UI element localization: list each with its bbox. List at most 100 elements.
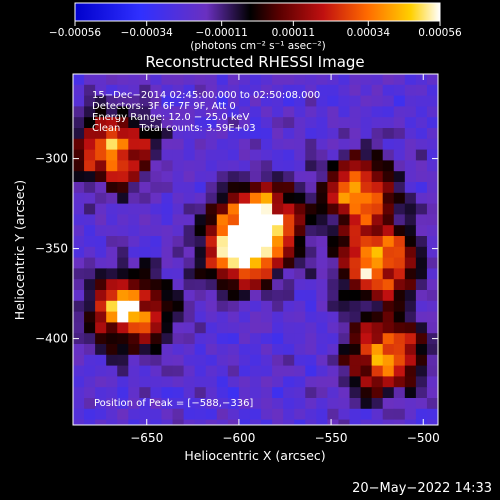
heatmap-cell [272,214,284,226]
heatmap-cell [305,344,317,356]
heatmap-cell [205,419,218,425]
heatmap-cell [172,387,185,399]
heatmap-cell [95,376,107,388]
heatmap-cell [216,106,229,118]
heatmap-cell [283,354,295,367]
heatmap-cell [415,279,428,291]
heatmap-cell [261,408,273,421]
heatmap-cell [305,268,317,280]
heatmap-cell [106,322,118,334]
heatmap-cell [117,246,129,259]
heatmap-cell [161,419,174,425]
heatmap-cell [238,387,251,399]
heatmap-cell [161,160,174,172]
heatmap-cell [327,171,340,183]
heatmap-cell [338,344,351,356]
heatmap-cell [294,300,306,313]
heatmap-cell [73,344,85,356]
heatmap-cell [150,322,163,334]
heatmap-cell [283,225,295,237]
heatmap-cell [272,203,284,215]
heatmap-cell [205,192,218,205]
heatmap-cell [294,268,306,280]
heatmap-cell [216,117,229,129]
heatmap-cell [261,365,273,377]
heatmap-cell [316,128,328,140]
heatmap-cell [183,192,196,205]
heatmap-cell [283,214,295,226]
heatmap-cell [382,354,395,367]
heatmap-cell [338,192,351,205]
heatmap-cell [382,322,395,334]
heatmap-cell [382,344,395,356]
heatmap-cell [415,300,428,313]
heatmap-cell [194,106,207,118]
heatmap-cell [249,398,262,410]
heatmap-cell [172,192,185,205]
heatmap-cell [415,236,428,248]
heatmap-cell [216,128,229,140]
heatmap-cell [216,376,229,388]
heatmap-cell [161,279,174,291]
heatmap-cell [84,171,96,183]
heatmap-cell [139,344,152,356]
heatmap-cell [205,333,218,345]
heatmap-cell [205,322,218,334]
info-clean-counts: Clean Total counts: 3.59E+03 [92,123,256,134]
heatmap-cell [294,376,306,388]
heatmap-cell [161,408,174,421]
heatmap-cell [183,268,196,280]
heatmap-cell [283,203,295,215]
heatmap-cell [349,344,362,356]
heatmap-cell [393,192,406,205]
heatmap-cell [106,311,118,323]
heatmap-cell [150,225,163,237]
heatmap-cell [73,95,85,107]
heatmap-cell [161,95,174,107]
heatmap-cell [106,354,118,367]
heatmap-cell [216,311,229,323]
heatmap-cell [106,246,118,259]
heatmap-cell [249,257,262,269]
heatmap-cell [249,279,262,291]
heatmap-cell [415,268,428,280]
heatmap-cell [371,354,384,367]
heatmap-cell [360,419,373,425]
heatmap-cell [426,117,438,129]
heatmap-cell [172,74,185,86]
heatmap-cell [294,398,306,410]
heatmap-cell [73,376,85,388]
heatmap-cell [128,344,140,356]
heatmap-cell [95,214,107,226]
heatmap-cell [205,117,218,129]
colorbar-tick-label: −0.00011 [196,27,248,39]
heatmap-cell [294,333,306,345]
heatmap-cell [415,225,428,237]
heatmap-cell [360,182,373,194]
heatmap-cell [404,192,417,205]
heatmap-cell [327,408,340,421]
heatmap-cell [249,408,262,421]
heatmap-cell [73,106,85,118]
heatmap-cell [283,300,295,313]
heatmap-cell [117,84,129,97]
heatmap-cell [294,311,306,323]
heatmap-cell [161,138,174,151]
heatmap-cell [183,203,196,215]
heatmap-cell [172,117,185,129]
heatmap-cell [349,333,362,345]
heatmap-cell [338,74,351,86]
heatmap-cell [338,149,351,161]
heatmap-cell [95,236,107,248]
heatmap-cell [128,236,140,248]
heatmap-cell [272,268,284,280]
heatmap-cell [139,214,152,226]
heatmap-cell [227,149,240,161]
heatmap-cell [172,225,185,237]
heatmap-cell [117,408,129,421]
heatmap-cell [194,138,207,151]
heatmap-cell [283,398,295,410]
heatmap-cell [106,203,118,215]
heatmap-cell [305,408,317,421]
heatmap-cell [349,354,362,367]
